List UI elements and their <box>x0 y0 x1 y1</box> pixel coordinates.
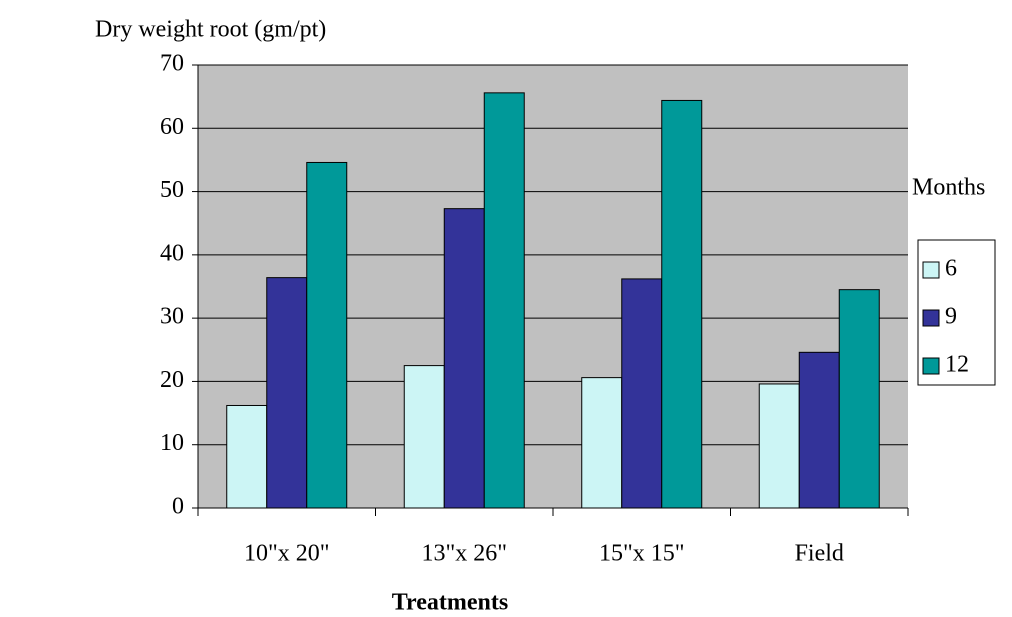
bar <box>622 279 662 508</box>
legend-swatch <box>923 310 939 326</box>
x-tick-label: 10"x 20" <box>244 541 330 567</box>
bar <box>267 278 307 508</box>
legend-swatch <box>923 358 939 374</box>
bar <box>662 100 702 508</box>
bar <box>839 290 879 508</box>
bar <box>759 384 799 508</box>
chart: Dry weight root (gm/pt) Treatments Month… <box>0 0 1012 617</box>
y-tick-label: 0 <box>172 494 184 520</box>
x-axis-title: Treatments <box>392 590 508 616</box>
y-tick-label: 60 <box>160 114 184 140</box>
bar <box>582 378 622 508</box>
legend-label: 9 <box>945 304 957 330</box>
y-tick-label: 20 <box>160 367 184 393</box>
page: Dry weight root (gm/pt) Treatments Month… <box>0 0 1012 617</box>
y-axis-title: Dry weight root (gm/pt) <box>95 17 326 43</box>
bar <box>227 405 267 508</box>
bar <box>484 93 524 508</box>
legend-title: Months <box>912 175 985 201</box>
y-tick-label: 40 <box>160 240 184 266</box>
legend-label: 12 <box>945 352 969 378</box>
y-tick-label: 30 <box>160 304 184 330</box>
legend-label: 6 <box>945 256 957 282</box>
bar <box>799 352 839 508</box>
bar <box>404 366 444 508</box>
y-tick-label: 50 <box>160 177 184 203</box>
y-tick-label: 10 <box>160 430 184 456</box>
legend-swatch <box>923 262 939 278</box>
x-tick-label: Field <box>795 541 844 567</box>
bar <box>444 209 484 508</box>
y-tick-label: 70 <box>160 51 184 77</box>
bar <box>307 162 347 508</box>
x-tick-label: 13"x 26" <box>421 541 507 567</box>
x-tick-label: 15"x 15" <box>599 541 685 567</box>
